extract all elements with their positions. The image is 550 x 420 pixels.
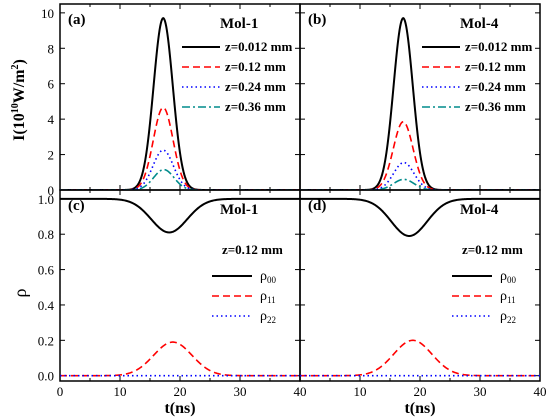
- y-axis-title-intensity: I(1010W/m2): [10, 59, 28, 141]
- series-line-z036mm: [300, 178, 540, 190]
- x-axis-title-right: t(ns): [404, 400, 435, 417]
- y-axis-title-rho: ρ: [10, 288, 30, 297]
- molecule-label: Mol-1: [220, 202, 258, 218]
- panel-label: (c): [68, 198, 85, 214]
- z-label: z=0.12 mm: [462, 242, 523, 257]
- x-tick-label: 20: [414, 384, 427, 399]
- legend-label: ρ00: [500, 269, 517, 285]
- series-line-z0012mm: [60, 17, 300, 190]
- y-tick-label: 0.6: [38, 263, 55, 278]
- legend-label: ρ00: [260, 269, 277, 285]
- molecule-label: Mol-1: [220, 16, 258, 32]
- series-line-z0012mm: [300, 17, 540, 190]
- y-tick-label: 1.0: [38, 192, 54, 207]
- series-line-rho11: [300, 339, 540, 377]
- legend-label: ρ22: [500, 309, 516, 325]
- panel-label: (a): [68, 12, 86, 28]
- x-tick-label: 40: [294, 384, 307, 399]
- series-line-rho00: [300, 197, 540, 237]
- x-tick-label: 40: [534, 384, 547, 399]
- y-tick-label: 8: [48, 41, 55, 56]
- y-tick-label: 6: [48, 77, 55, 92]
- legend-label: ρ22: [260, 309, 276, 325]
- panel-frame: [59, 3, 301, 191]
- panel-a: 0 2 4 6 8 10 (a) Mol-1 z=0.012 mm z=0.12 mm z=0.24…: [41, 3, 301, 198]
- panel-c: 0.0 0.2 0.4 0.6 0.8 1.0 0 10 20 30 40 (c) Mol-1 z=0.1…: [38, 189, 307, 399]
- z-label: z=0.12 mm: [222, 242, 283, 257]
- molecule-label: Mol-4: [460, 16, 499, 32]
- y-tick-label: 2: [48, 148, 55, 163]
- x-axis-title-left: t(ns): [164, 400, 195, 417]
- panel-frame: [299, 3, 541, 191]
- y-tick-label: 0.2: [38, 333, 54, 348]
- panel-frame: [299, 189, 541, 382]
- x-tick-label: 10: [114, 384, 127, 399]
- legend-label: z=0.36 mm: [465, 99, 526, 114]
- legend-label: ρ11: [500, 289, 516, 305]
- x-tick-label: 20: [174, 384, 187, 399]
- legend-label: z=0.36 mm: [225, 99, 286, 114]
- panel-label: (d): [308, 198, 326, 214]
- x-tick-label: 30: [234, 384, 247, 399]
- x-tick-label: 0: [57, 384, 64, 399]
- y-tick-label: 0.4: [38, 298, 55, 313]
- legend-label: z=0.12 mm: [225, 59, 286, 74]
- panel-frame: [59, 189, 301, 382]
- series-line-z036mm: [60, 168, 300, 190]
- y-tick-label: 0: [48, 183, 55, 198]
- legend-label: ρ11: [260, 289, 276, 305]
- y-tick-label: 4: [48, 112, 55, 127]
- x-tick-label: 30: [474, 384, 487, 399]
- panel-label: (b): [308, 12, 326, 28]
- series-line-rho11: [60, 341, 300, 377]
- x-tick-label: 10: [354, 384, 367, 399]
- panel-b: (b) Mol-4 z=0.012 mm z=0.12 mm z=0.24 mm z=0.…: [299, 3, 541, 191]
- molecule-label: Mol-4: [460, 202, 499, 218]
- y-tick-label: 10: [41, 6, 54, 21]
- legend-label: z=0.012 mm: [465, 39, 533, 54]
- panel-d: 10 20 30 40 (d) Mol-4 z=0.12 mm ρ00 ρ11 ρ22: [299, 189, 547, 399]
- y-tick-label: 0.8: [38, 227, 54, 242]
- legend-label: z=0.012 mm: [225, 39, 293, 54]
- legend-label: z=0.12 mm: [465, 59, 526, 74]
- legend-label: z=0.24 mm: [225, 79, 286, 94]
- series-line-rho00: [60, 197, 300, 234]
- y-tick-label: 0.0: [38, 369, 54, 384]
- legend-label: z=0.24 mm: [465, 79, 526, 94]
